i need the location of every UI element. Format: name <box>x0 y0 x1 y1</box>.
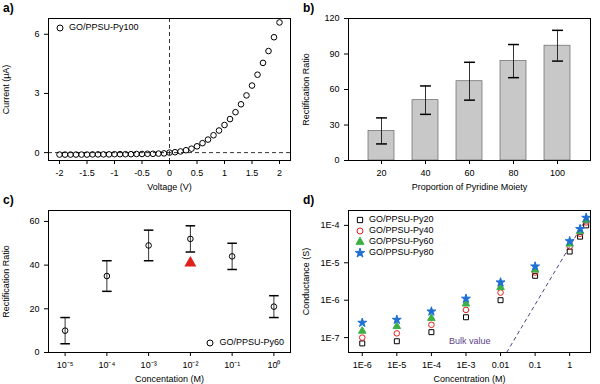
svg-text:20: 20 <box>29 304 39 314</box>
svg-text:80: 80 <box>508 168 518 178</box>
svg-text:120: 120 <box>324 13 339 23</box>
svg-text:1E-4: 1E-4 <box>422 360 441 370</box>
svg-text:10⁰: 10⁰ <box>267 360 280 370</box>
svg-text:Rectification Ratio: Rectification Ratio <box>301 53 311 126</box>
svg-text:30: 30 <box>329 120 339 130</box>
html-text:GO/PPSU-Py60: GO/PPSU-Py60 <box>369 236 434 246</box>
svg-text:10⁻⁵: 10⁻⁵ <box>57 360 74 370</box>
html-text:a): a) <box>3 1 14 15</box>
svg-text:-0.5: -0.5 <box>134 168 150 178</box>
svg-text:100: 100 <box>550 168 565 178</box>
svg-text:10⁻¹: 10⁻¹ <box>224 360 240 370</box>
svg-text:1: 1 <box>222 168 227 178</box>
svg-text:10⁻⁴: 10⁻⁴ <box>98 360 115 370</box>
svg-text:1E-3: 1E-3 <box>456 360 475 370</box>
html-text:b): b) <box>303 1 315 15</box>
svg-text:1.5: 1.5 <box>246 168 259 178</box>
html-text:GO/PPSU-Py100: GO/PPSU-Py100 <box>69 22 139 32</box>
svg-text:1: 1 <box>567 360 572 370</box>
html-text:GO/PPSU-Py60: GO/PPSU-Py60 <box>219 337 284 347</box>
svg-text:10⁻³: 10⁻³ <box>141 360 157 370</box>
svg-text:60: 60 <box>464 168 474 178</box>
svg-text:10⁻²: 10⁻² <box>182 360 198 370</box>
svg-text:0.5: 0.5 <box>191 168 204 178</box>
svg-text:Concentation (M): Concentation (M) <box>135 374 204 384</box>
svg-text:Current (μA): Current (μA) <box>1 65 11 115</box>
svg-text:60: 60 <box>29 216 39 226</box>
svg-text:-2: -2 <box>55 168 63 178</box>
svg-text:2: 2 <box>277 168 282 178</box>
svg-text:1E-4: 1E-4 <box>320 220 339 230</box>
svg-text:Conductance (S): Conductance (S) <box>301 248 311 316</box>
svg-text:Concentration (M): Concentration (M) <box>433 374 505 384</box>
svg-text:Proportion of Pyridine Moiety: Proportion of Pyridine Moiety <box>412 182 528 192</box>
svg-text:-1.5: -1.5 <box>79 168 95 178</box>
svg-text:1E-7: 1E-7 <box>320 332 339 342</box>
svg-text:0.01: 0.01 <box>492 360 510 370</box>
svg-text:40: 40 <box>420 168 430 178</box>
svg-text:20: 20 <box>376 168 386 178</box>
html-text:GO/PPSU-Py80: GO/PPSU-Py80 <box>369 247 434 257</box>
html-text:GO/PPSU-Py40: GO/PPSU-Py40 <box>369 225 434 235</box>
html-text:c): c) <box>3 193 14 207</box>
html-text:GO/PPSU-Py20: GO/PPSU-Py20 <box>369 214 434 224</box>
svg-text:1E-5: 1E-5 <box>387 360 406 370</box>
svg-text:40: 40 <box>29 260 39 270</box>
svg-text:60: 60 <box>329 84 339 94</box>
svg-text:1E-6: 1E-6 <box>353 360 372 370</box>
svg-text:1E-5: 1E-5 <box>320 258 339 268</box>
svg-text:6: 6 <box>34 29 39 39</box>
svg-text:-1: -1 <box>110 168 118 178</box>
svg-text:0: 0 <box>334 155 339 165</box>
svg-text:1E-6: 1E-6 <box>320 295 339 305</box>
svg-text:0: 0 <box>34 147 39 157</box>
svg-text:Bulk value: Bulk value <box>449 336 491 346</box>
svg-text:Rectification Ratio: Rectification Ratio <box>1 245 11 318</box>
svg-text:90: 90 <box>329 49 339 59</box>
svg-text:0: 0 <box>34 347 39 357</box>
svg-text:0.1: 0.1 <box>529 360 542 370</box>
svg-text:0: 0 <box>167 168 172 178</box>
svg-text:3: 3 <box>34 88 39 98</box>
html-text:d): d) <box>303 193 315 207</box>
svg-text:Voltage (V): Voltage (V) <box>147 182 192 192</box>
